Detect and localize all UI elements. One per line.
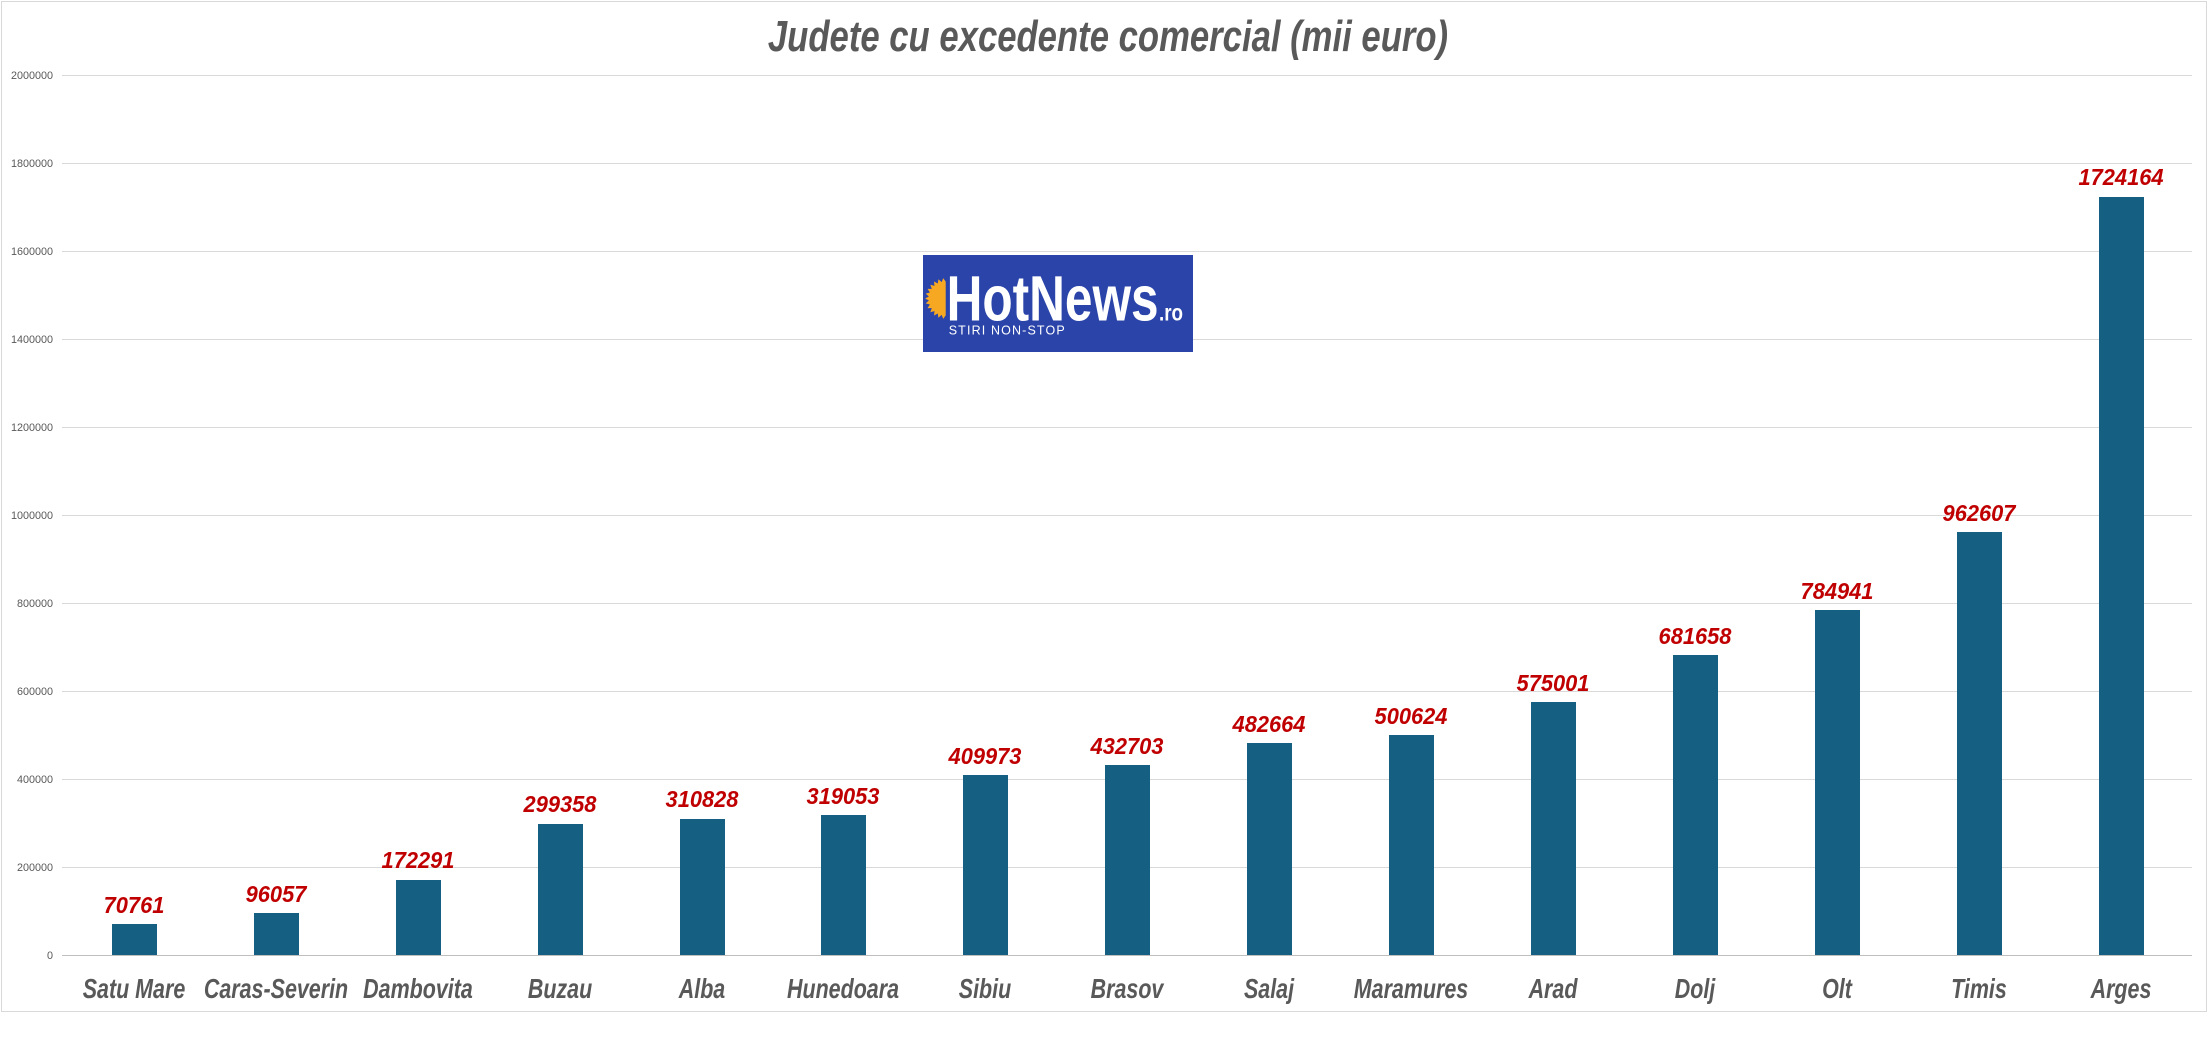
svg-text:HotNews: HotNews <box>947 262 1159 334</box>
svg-text:.ro: .ro <box>1159 300 1183 326</box>
svg-text:STIRI NON-STOP: STIRI NON-STOP <box>949 324 1065 338</box>
